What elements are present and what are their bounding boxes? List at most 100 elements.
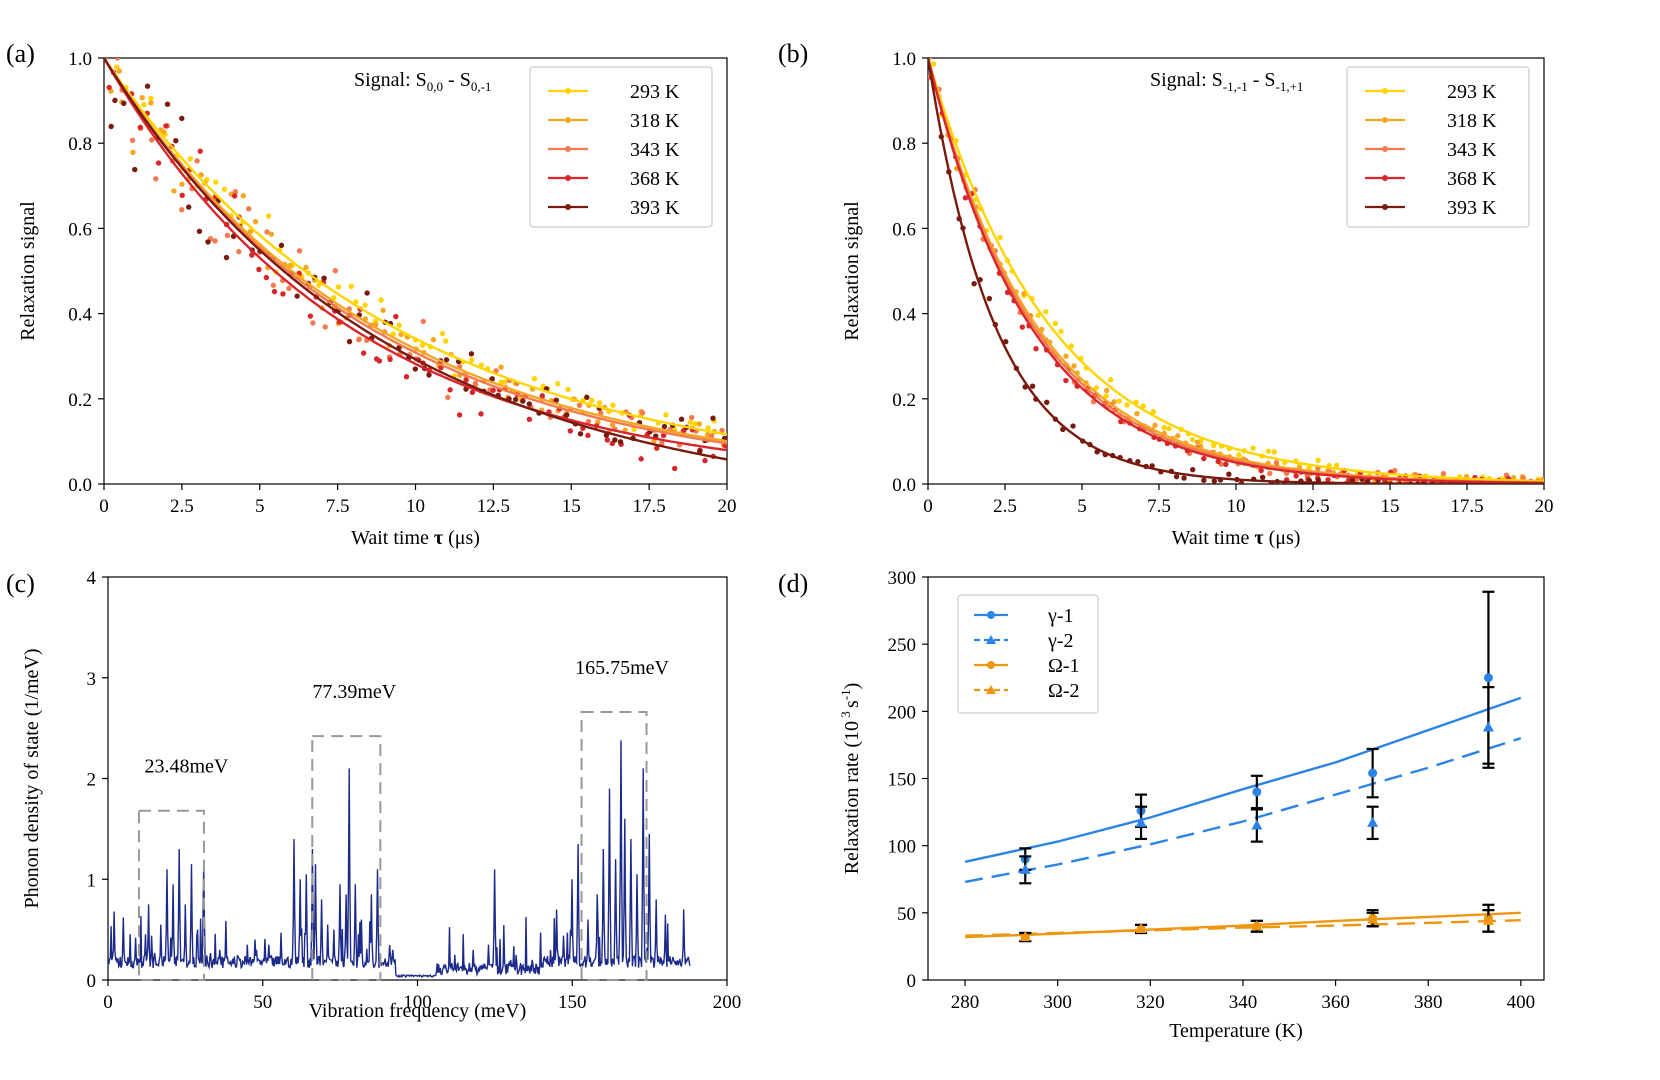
x-tick-label: 2.5: [170, 496, 194, 517]
data-point: [654, 445, 660, 451]
data-point: [468, 351, 475, 357]
x-tick-label: 20: [1535, 496, 1554, 517]
panel-d: 280 300 320 340 360 380 400 0 50 100 150 200 250 300 (…: [778, 568, 1545, 1042]
data-point: [447, 387, 453, 393]
data-point: [962, 195, 969, 201]
x-tick-label: 0: [923, 496, 933, 517]
legend: 293 K 318 K 343 K 368 K 393 K: [1346, 66, 1530, 228]
data-point: [280, 291, 286, 297]
y-tick-label: 0.2: [892, 390, 916, 411]
data-point: [263, 274, 270, 281]
data-point: [598, 410, 604, 416]
data-point: [696, 421, 703, 427]
x-tick-label: 320: [1136, 992, 1165, 1013]
data-point: [137, 124, 143, 131]
y-tick-label: 1: [87, 870, 97, 891]
data-point: [221, 186, 228, 192]
legend-marker: [565, 117, 571, 123]
data-point: [335, 284, 342, 290]
data-marker-triangle: [1251, 819, 1263, 830]
data-point: [240, 193, 247, 199]
data-point: [321, 275, 327, 281]
data-point: [1325, 477, 1331, 483]
data-point: [1194, 439, 1201, 445]
annotation-text: - S: [1248, 69, 1276, 91]
data-point: [249, 252, 255, 258]
data-point: [553, 397, 560, 403]
x-tick-label: 380: [1414, 992, 1443, 1013]
data-point: [445, 394, 451, 401]
data-point: [294, 293, 300, 299]
panel-label: (c): [6, 569, 35, 598]
x-axis-label: Wait time τ (μs): [351, 527, 480, 549]
data-point: [596, 400, 603, 406]
data-point: [376, 358, 383, 364]
data-point: [705, 425, 711, 431]
data-point: [576, 402, 583, 409]
data-point: [490, 387, 496, 393]
data-point: [1238, 480, 1245, 484]
data-point: [639, 410, 646, 416]
data-point: [112, 97, 118, 104]
legend: γ-1 γ-2 Ω-1 Ω-2: [957, 594, 1099, 714]
data-point: [1124, 402, 1130, 408]
data-point: [360, 350, 367, 356]
data-point: [412, 366, 419, 372]
data-point: [303, 264, 309, 271]
legend-label: Ω-2: [1048, 680, 1080, 702]
data-point: [196, 228, 203, 235]
x-tick-label: 340: [1229, 992, 1258, 1013]
data-point: [1071, 363, 1077, 369]
plot-area: [928, 58, 1544, 484]
data-point: [387, 356, 393, 362]
data-point: [179, 192, 185, 199]
data-point: [1166, 425, 1172, 432]
data-point: [348, 283, 354, 290]
data-point: [997, 234, 1003, 241]
x-tick-label: 0: [103, 992, 113, 1013]
legend-label: Ω-1: [1048, 655, 1080, 677]
data-point: [268, 231, 275, 237]
data-point: [139, 95, 145, 101]
data-point: [148, 137, 155, 143]
data-point: [364, 290, 370, 296]
panel-label: (b): [778, 39, 808, 68]
data-point: [710, 415, 716, 421]
data-point: [1104, 387, 1110, 394]
data-point: [971, 281, 977, 287]
x-tick-label: 400: [1507, 992, 1536, 1013]
data-point: [160, 128, 167, 135]
data-point: [153, 176, 159, 182]
x-tick-label: 7.5: [326, 496, 350, 517]
data-point: [1201, 455, 1207, 462]
y-tick-label: 250: [888, 635, 917, 656]
peak-box: [137, 809, 205, 981]
data-marker-circle: [1483, 673, 1493, 683]
data-point: [1134, 410, 1140, 417]
data-marker-triangle: [1251, 920, 1263, 931]
y-tick-label: 200: [888, 702, 917, 723]
data-point: [612, 437, 618, 443]
data-point: [231, 193, 238, 199]
data-point: [443, 357, 450, 363]
fit-curve-4: [928, 58, 1544, 484]
data-point: [986, 295, 993, 302]
legend-label: 343 K: [630, 139, 680, 161]
x-tick-label: 17.5: [633, 496, 666, 517]
y-axis-label: Relaxation signal: [841, 201, 863, 341]
y-tick-label: 0.6: [892, 219, 916, 240]
data-point: [1345, 477, 1352, 484]
data-point: [498, 364, 504, 370]
data-point: [1440, 470, 1447, 477]
data-point: [114, 58, 121, 61]
y-axis-label: Phonon density of state (1/meV): [21, 649, 43, 909]
data-marker-triangle: [1135, 922, 1147, 933]
data-point: [393, 313, 399, 320]
panel-label: (d): [778, 569, 808, 598]
legend-marker: [1382, 175, 1388, 181]
data-point: [1063, 353, 1069, 359]
data-point: [1058, 328, 1064, 335]
data-point: [1161, 424, 1167, 431]
x-tick-label: 10: [1227, 496, 1246, 517]
signal-annotation: Signal: S-1,-1 - S-1,+1: [1150, 69, 1303, 94]
